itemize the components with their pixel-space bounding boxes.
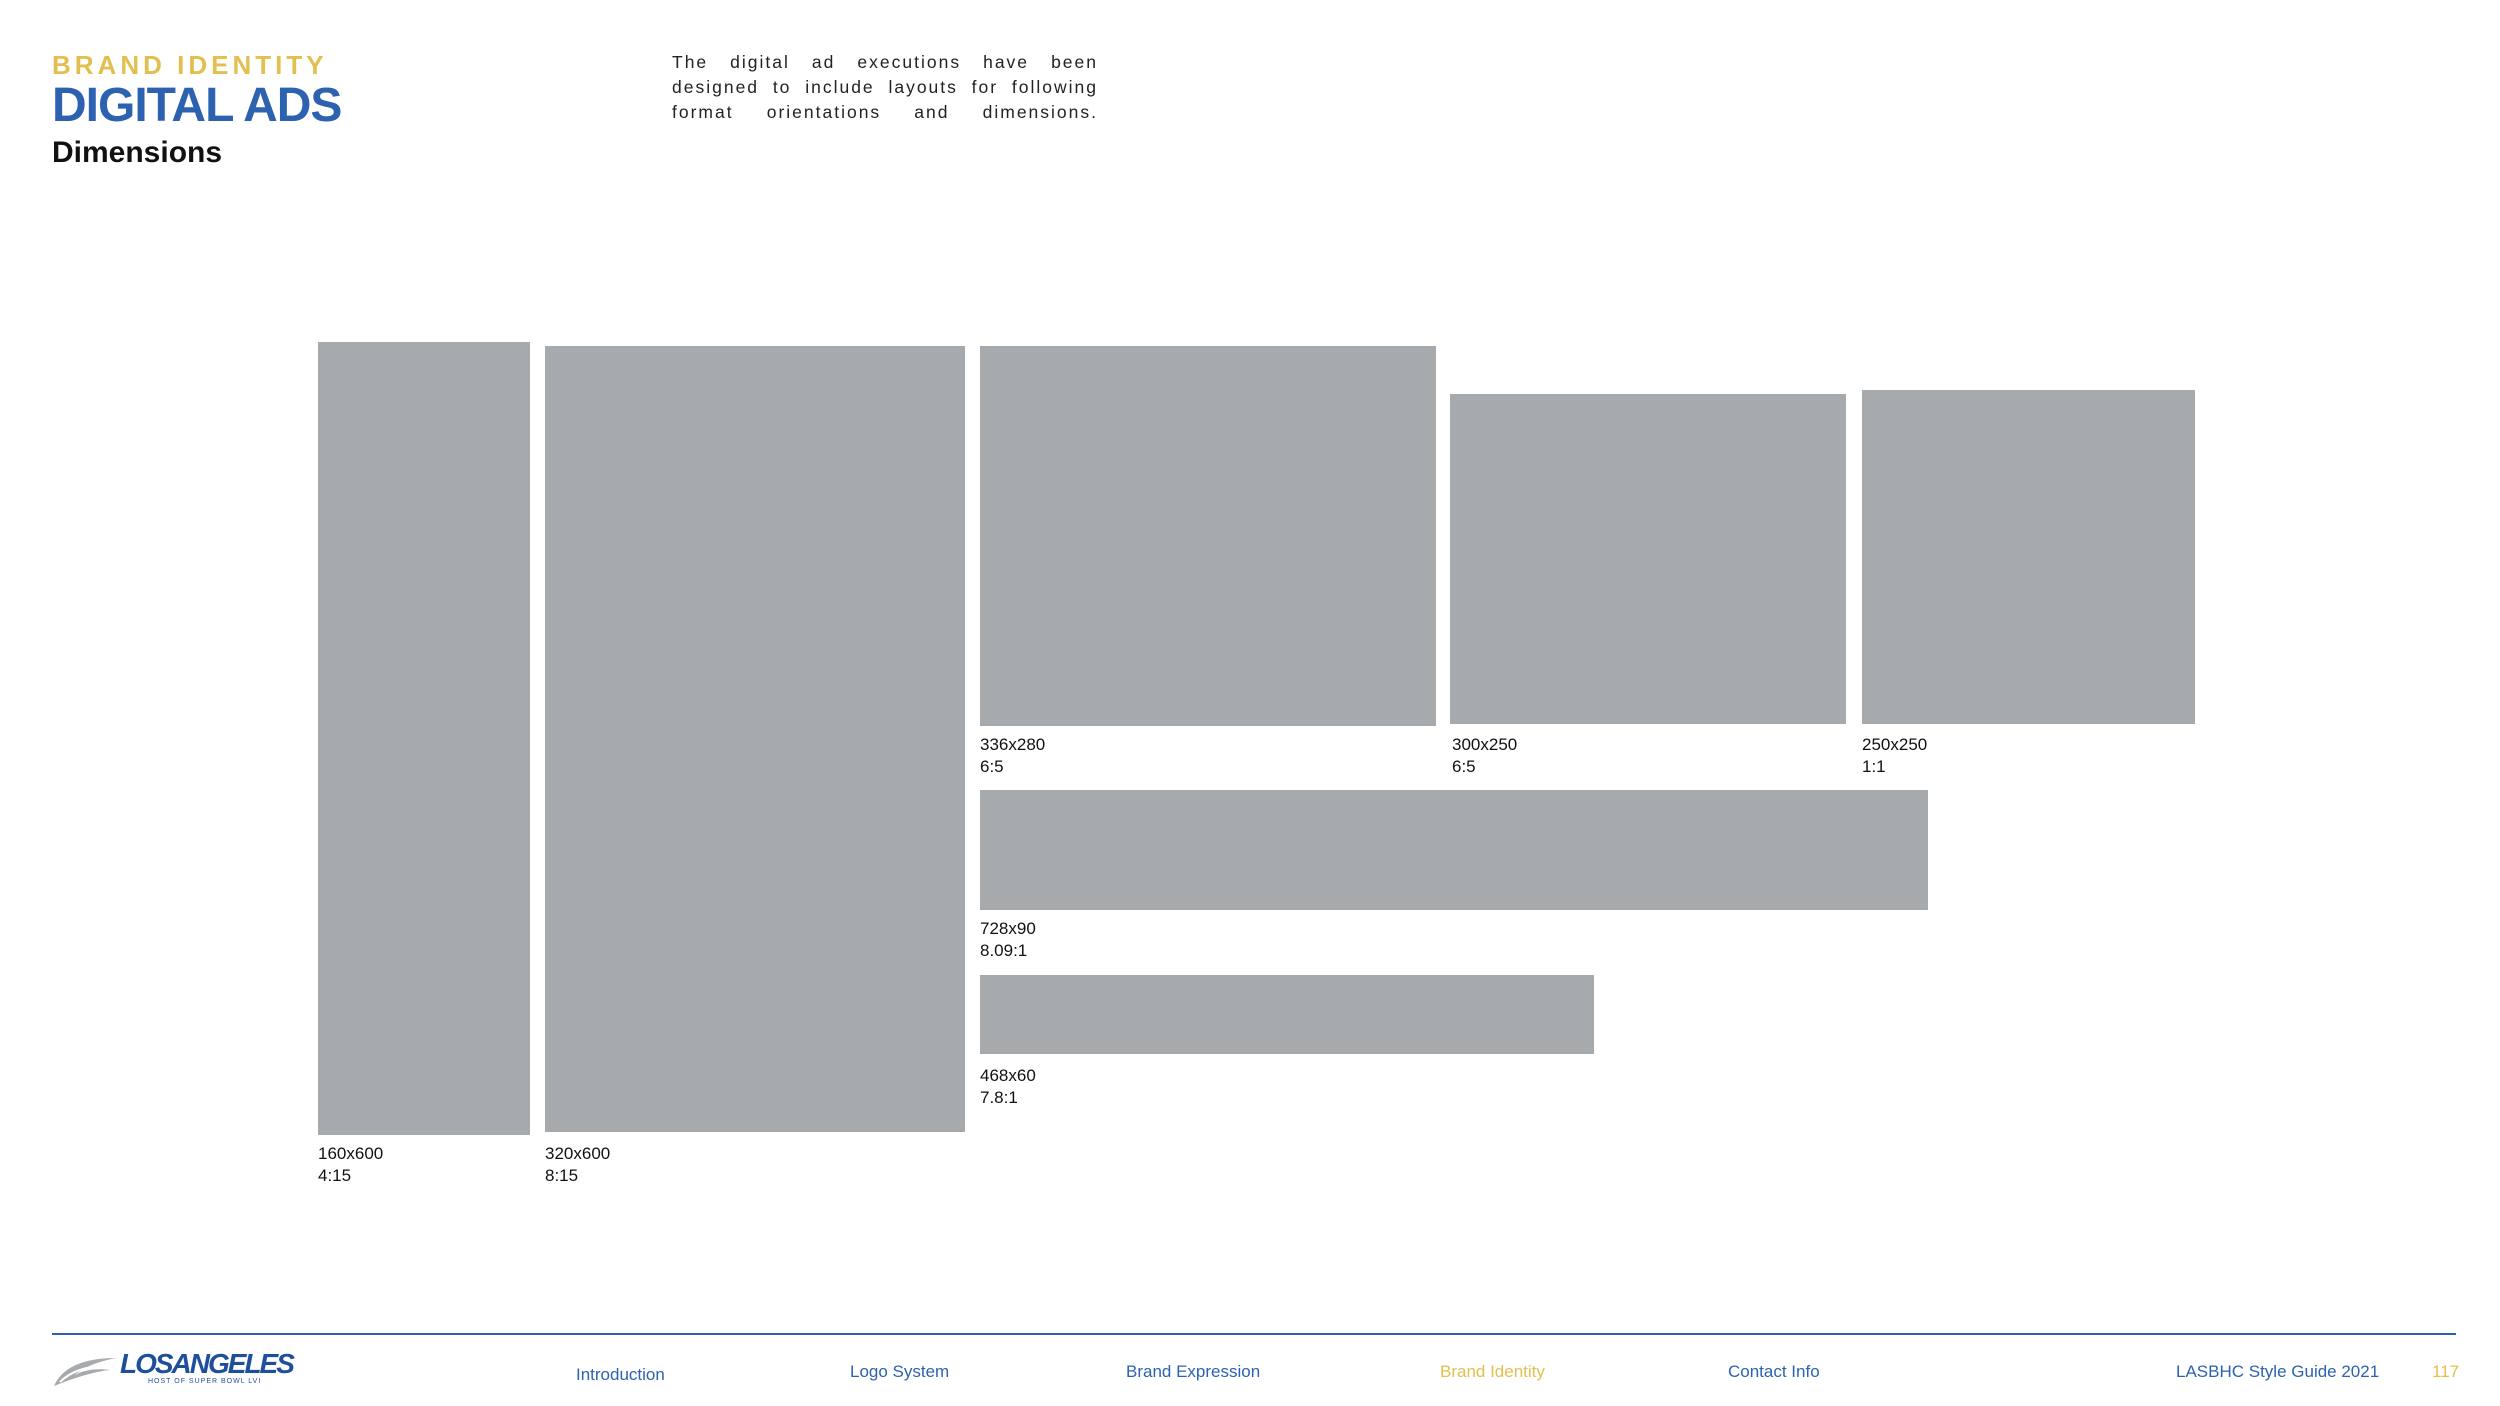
ad-placeholder-728x90 [980, 790, 1928, 910]
ad-ratio: 6:5 [1452, 757, 1476, 776]
ad-ratio: 7.8:1 [980, 1088, 1018, 1107]
ad-label-336x280: 336x280 6:5 [980, 734, 1045, 778]
intro-line: designed to include layouts for followin… [672, 77, 1098, 97]
ad-label-320x600: 320x600 8:15 [545, 1143, 610, 1187]
page-title: DIGITAL ADS [52, 79, 342, 132]
ad-label-300x250: 300x250 6:5 [1452, 734, 1517, 778]
ad-placeholder-320x600 [545, 346, 965, 1132]
intro-line: format orientations and dimensions. [672, 102, 1098, 122]
intro-paragraph: The digital ad executions have been desi… [672, 50, 1098, 125]
page-subtitle: Dimensions [52, 136, 223, 169]
logo-wordmark: LOSANGELES [120, 1348, 295, 1379]
ad-label-728x90: 728x90 8.09:1 [980, 918, 1036, 962]
ad-placeholder-250x250 [1862, 390, 2195, 724]
guide-title: LASBHC Style Guide 2021 [2176, 1362, 2380, 1381]
nav-introduction[interactable]: Introduction [576, 1365, 665, 1384]
ram-horn-icon [54, 1358, 116, 1386]
ad-ratio: 4:15 [318, 1166, 352, 1185]
ad-size: 300x250 [1452, 735, 1518, 754]
ad-size: 320x600 [545, 1144, 611, 1163]
page-number: 117 [2432, 1362, 2460, 1381]
nav-logo-system[interactable]: Logo System [850, 1362, 950, 1381]
section-eyebrow: BRAND IDENTITY [52, 50, 328, 80]
ad-ratio: 1:1 [1862, 757, 1886, 776]
ad-ratio: 8:15 [545, 1166, 579, 1185]
ad-ratio: 8.09:1 [980, 941, 1028, 960]
ad-size: 160x600 [318, 1144, 384, 1163]
ad-ratio: 6:5 [980, 757, 1004, 776]
ad-placeholder-160x600 [318, 342, 530, 1135]
nav-brand-expression[interactable]: Brand Expression [1126, 1362, 1261, 1381]
ad-size: 250x250 [1862, 735, 1928, 754]
ad-label-250x250: 250x250 1:1 [1862, 734, 1927, 778]
la-logo[interactable]: LOSANGELES HOST OF SUPER BOWL LVI [52, 1348, 295, 1390]
ad-label-468x60: 468x60 7.8:1 [980, 1065, 1036, 1109]
footer-divider [52, 1333, 2456, 1335]
ad-label-160x600: 160x600 4:15 [318, 1143, 383, 1187]
nav-contact-info[interactable]: Contact Info [1728, 1362, 1820, 1381]
ad-placeholder-468x60 [980, 975, 1594, 1054]
nav-brand-identity[interactable]: Brand Identity [1440, 1362, 1545, 1381]
ad-size: 336x280 [980, 735, 1046, 754]
ad-placeholder-300x250 [1450, 394, 1846, 724]
ad-size: 468x60 [980, 1066, 1036, 1085]
ad-size: 728x90 [980, 919, 1036, 938]
intro-line: The digital ad executions have been [672, 52, 1098, 72]
ad-placeholder-336x280 [980, 346, 1436, 726]
logo-tagline: HOST OF SUPER BOWL LVI [148, 1378, 262, 1385]
